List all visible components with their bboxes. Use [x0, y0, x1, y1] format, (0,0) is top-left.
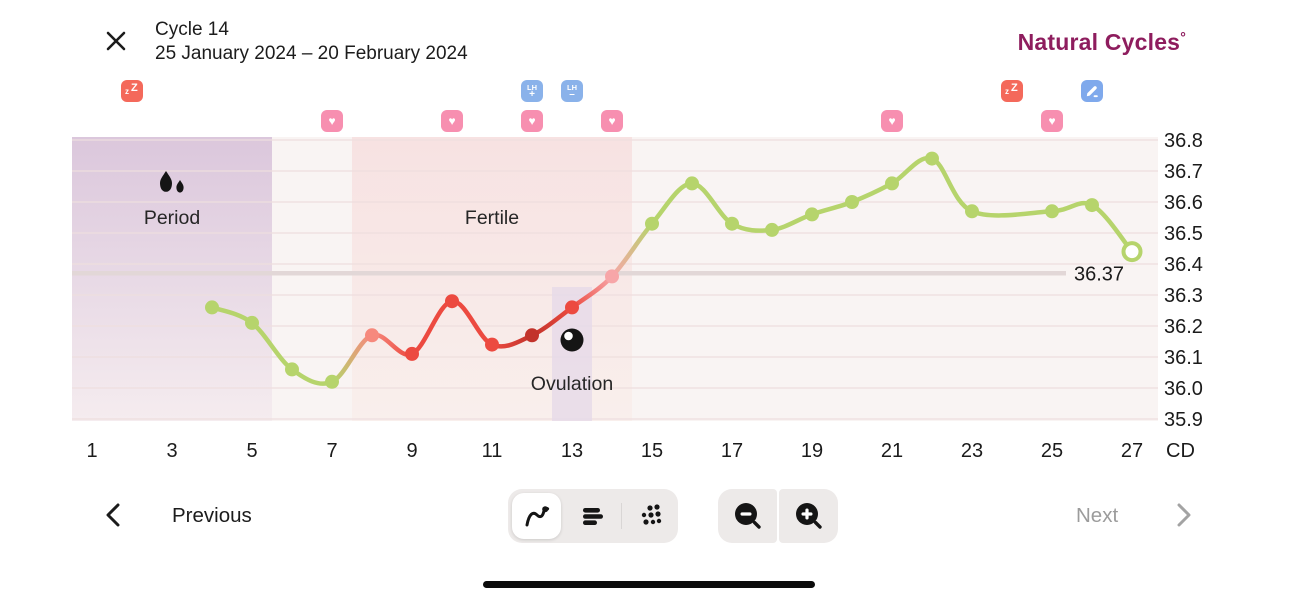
tab-bar-chart[interactable] — [565, 489, 621, 543]
tab-line-chart[interactable] — [512, 493, 561, 539]
y-axis-label: 36.8 — [1164, 130, 1203, 152]
tab-scatter-chart[interactable] — [622, 489, 678, 543]
temp-point[interactable] — [1085, 198, 1099, 213]
period-region — [72, 137, 272, 421]
zoom-out-button[interactable] — [718, 489, 777, 543]
temp-point-predicted[interactable] — [1121, 241, 1143, 263]
temp-point[interactable] — [765, 222, 779, 237]
next-chevron-icon[interactable] — [1174, 502, 1194, 528]
zoom-in-icon — [795, 503, 822, 529]
previous-button[interactable]: Previous — [172, 504, 252, 527]
date-range: 25 January 2024 – 20 February 2024 — [155, 43, 468, 64]
x-axis-label: 11 — [482, 440, 503, 462]
close-icon — [106, 31, 126, 50]
period-label: Period — [144, 207, 200, 229]
temp-point[interactable] — [845, 195, 859, 209]
temp-point[interactable] — [605, 269, 619, 284]
ovulation-icon — [560, 328, 584, 352]
temp-point[interactable] — [285, 362, 299, 377]
previous-chevron-icon[interactable] — [103, 502, 123, 528]
y-axis-label: 36.4 — [1164, 254, 1203, 276]
fertile-label: Fertile — [465, 207, 519, 229]
intercourse-heart-icon[interactable]: ♥ — [881, 110, 903, 132]
temp-point[interactable] — [525, 328, 539, 343]
temp-point[interactable] — [325, 374, 339, 389]
brand-name: Natural Cycles — [1017, 29, 1181, 55]
zoom-controls — [718, 489, 838, 543]
intercourse-heart-icon[interactable]: ♥ — [521, 110, 543, 132]
page-title: Cycle 14 — [155, 19, 229, 40]
x-axis-label: 23 — [961, 440, 983, 462]
intercourse-heart-icon[interactable]: ♥ — [441, 110, 463, 132]
coverline-label: 36.37 — [1074, 263, 1124, 285]
temp-point[interactable] — [645, 216, 659, 231]
temp-point[interactable] — [685, 176, 699, 191]
x-axis-label: 15 — [641, 440, 663, 462]
chart-header: Cycle 14 25 January 2024 – 20 February 2… — [155, 18, 468, 66]
temp-point[interactable] — [725, 216, 739, 231]
temp-point[interactable] — [1045, 204, 1059, 219]
x-axis-label: 5 — [246, 440, 257, 462]
x-axis-label: 3 — [166, 440, 177, 462]
close-button[interactable] — [100, 26, 132, 58]
ovulation-label: Ovulation — [531, 373, 613, 395]
y-axis-label: 36.2 — [1164, 316, 1203, 338]
lh-positive-icon[interactable]: LH + — [521, 80, 543, 102]
x-axis-label: 7 — [326, 440, 337, 462]
bar-chart-icon — [583, 508, 603, 525]
temp-point[interactable] — [205, 300, 219, 315]
temp-point[interactable] — [805, 207, 819, 222]
y-axis-label: 35.9 — [1164, 409, 1203, 431]
edit-note-icon[interactable] — [1081, 80, 1103, 102]
temp-point[interactable] — [485, 337, 499, 352]
temp-point[interactable] — [365, 328, 379, 343]
y-axis-label: 36.7 — [1164, 161, 1203, 183]
chart-type-toggle — [508, 489, 678, 543]
temp-point[interactable] — [925, 151, 939, 166]
y-axis-label: 36.3 — [1164, 285, 1203, 307]
x-axis-label: 21 — [881, 440, 903, 462]
scatter-chart-icon — [641, 504, 662, 525]
pencil-icon — [1086, 86, 1098, 98]
y-axis-label: 36.6 — [1164, 192, 1203, 214]
period-droplets-icon — [160, 171, 184, 193]
intercourse-heart-icon[interactable]: ♥ — [601, 110, 623, 132]
temp-point[interactable] — [885, 176, 899, 191]
x-axis-label: 13 — [561, 440, 583, 462]
y-axis-label: 36.1 — [1164, 347, 1203, 369]
home-indicator[interactable] — [483, 581, 815, 588]
temp-point[interactable] — [965, 204, 979, 219]
lh-negative-icon[interactable]: LH – — [561, 80, 583, 102]
x-axis-label: 1 — [86, 440, 97, 462]
x-axis-label: 27 — [1121, 440, 1143, 462]
temp-point[interactable] — [245, 315, 259, 330]
line-chart-icon — [525, 506, 549, 527]
next-button[interactable]: Next — [1076, 504, 1119, 527]
toggle-divider — [621, 503, 622, 529]
x-axis-unit-label: CD — [1166, 440, 1195, 462]
temp-point[interactable] — [405, 346, 419, 361]
intercourse-heart-icon[interactable]: ♥ — [1041, 110, 1063, 132]
brand-logo: Natural Cycles° — [1018, 29, 1186, 56]
x-axis-label: 25 — [1041, 440, 1063, 462]
zoom-in-button[interactable] — [779, 489, 838, 543]
x-axis-label: 19 — [801, 440, 823, 462]
x-axis-label: 9 — [406, 440, 417, 462]
brand-degree-icon: ° — [1180, 29, 1186, 45]
intercourse-heart-icon[interactable]: ♥ — [321, 110, 343, 132]
zoom-out-icon — [734, 503, 761, 529]
temperature-chart: 36.8 36.7 36.6 36.5 36.4 36.3 36.2 36.1 36.0 35.9… — [72, 130, 1203, 462]
temp-point[interactable] — [565, 300, 579, 315]
x-axis-label: 17 — [721, 440, 743, 462]
y-axis-label: 36.0 — [1164, 378, 1203, 400]
y-axis-label: 36.5 — [1164, 223, 1203, 245]
temp-point[interactable] — [445, 294, 459, 309]
